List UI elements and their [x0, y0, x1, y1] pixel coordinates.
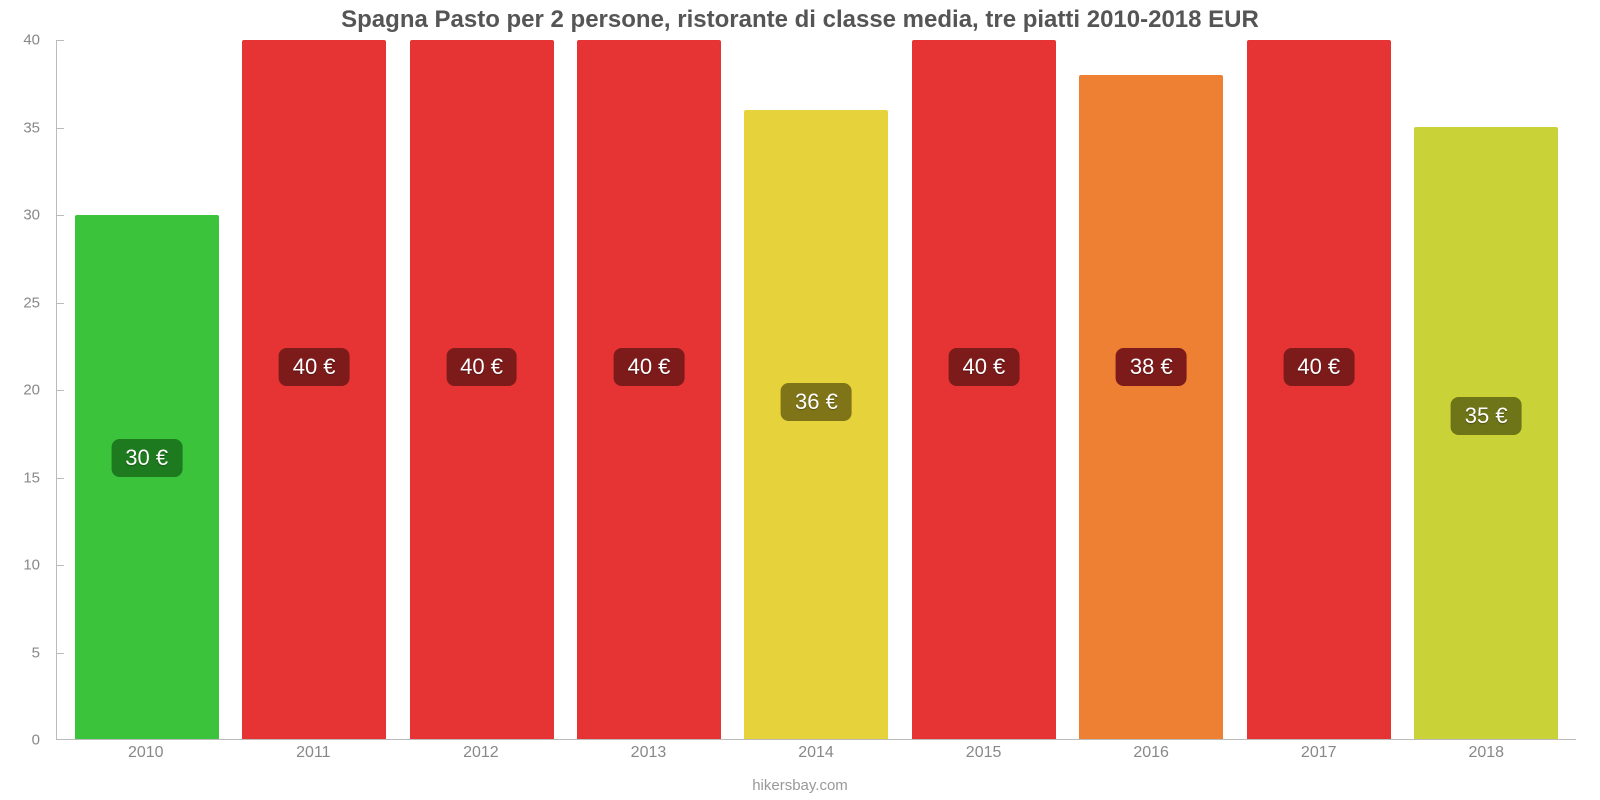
bar-value-label: 30 € — [111, 439, 182, 477]
bar-slot: 40 € — [230, 40, 397, 739]
x-tick-label: 2012 — [397, 744, 565, 762]
bar: 40 € — [242, 40, 386, 739]
plot-area: 30 € 40 € 40 € 40 € 36 € 40 € 38 € 40 € 35 € — [56, 40, 1576, 740]
x-tick-label: 2014 — [732, 744, 900, 762]
bar-value-label: 40 € — [614, 348, 685, 386]
bar-value-label: 35 € — [1451, 397, 1522, 435]
chart-title: Spagna Pasto per 2 persone, ristorante d… — [0, 6, 1600, 34]
bar: 40 € — [410, 40, 554, 739]
y-tick-label: 0 — [0, 732, 40, 749]
credit-text: hikersbay.com — [0, 777, 1600, 794]
bars-group: 30 € 40 € 40 € 40 € 36 € 40 € 38 € 40 € 35 € — [57, 40, 1576, 739]
bar-slot: 40 € — [1235, 40, 1402, 739]
bar-value-label: 38 € — [1116, 348, 1187, 386]
x-tick-label: 2016 — [1067, 744, 1235, 762]
bar-slot: 30 € — [63, 40, 230, 739]
y-tick-label: 20 — [0, 382, 40, 399]
y-tick-label: 15 — [0, 469, 40, 486]
y-tick-label: 35 — [0, 119, 40, 136]
x-tick-label: 2018 — [1403, 744, 1571, 762]
x-tick-label: 2015 — [900, 744, 1068, 762]
bar-value-label: 40 € — [948, 348, 1019, 386]
bar-slot: 35 € — [1403, 40, 1570, 739]
x-tick-label: 2010 — [62, 744, 230, 762]
y-tick-label: 40 — [0, 32, 40, 49]
bar: 35 € — [1414, 127, 1558, 739]
y-tick-label: 25 — [0, 294, 40, 311]
bar: 40 € — [912, 40, 1056, 739]
x-tick-label: 2013 — [565, 744, 733, 762]
bar-slot: 38 € — [1068, 40, 1235, 739]
bar-slot: 40 € — [565, 40, 732, 739]
x-tick-label: 2011 — [230, 744, 398, 762]
x-tick-label: 2017 — [1235, 744, 1403, 762]
x-axis-labels: 201020112012201320142015201620172018 — [56, 744, 1576, 762]
bar-value-label: 40 € — [279, 348, 350, 386]
bar: 36 € — [744, 110, 888, 739]
chart-container: Spagna Pasto per 2 persone, ristorante d… — [0, 0, 1600, 800]
bar-value-label: 40 € — [446, 348, 517, 386]
bar-value-label: 36 € — [781, 383, 852, 421]
bar: 40 € — [577, 40, 721, 739]
bar-slot: 40 € — [398, 40, 565, 739]
bar: 40 € — [1247, 40, 1391, 739]
y-tick-label: 10 — [0, 557, 40, 574]
bar: 30 € — [75, 215, 219, 739]
bar-slot: 36 € — [733, 40, 900, 739]
bar-value-label: 40 € — [1283, 348, 1354, 386]
bar: 38 € — [1079, 75, 1223, 739]
y-tick-label: 30 — [0, 207, 40, 224]
bar-slot: 40 € — [900, 40, 1067, 739]
y-tick-label: 5 — [0, 644, 40, 661]
